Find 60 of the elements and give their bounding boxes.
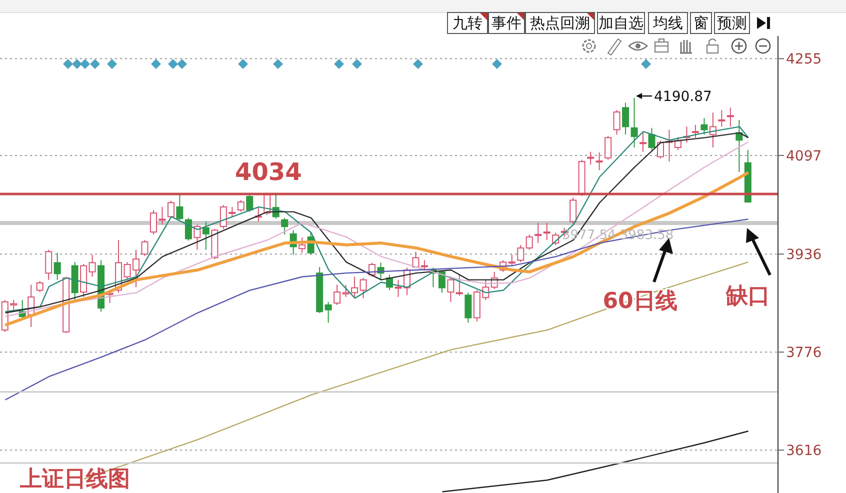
candlestick xyxy=(534,222,542,244)
candlestick xyxy=(176,194,184,220)
candlestick xyxy=(447,277,454,302)
y-tick-label: 3776 xyxy=(786,345,822,362)
text: 事件 xyxy=(488,12,525,34)
candlestick xyxy=(298,237,306,254)
candlestick xyxy=(517,244,524,263)
candlestick xyxy=(622,102,630,136)
candlestick xyxy=(640,132,647,152)
candlestick xyxy=(526,234,533,250)
annotation: 4190.87 xyxy=(654,89,712,105)
text: 均线 xyxy=(648,12,688,34)
candlestick xyxy=(141,239,148,256)
line-series xyxy=(4,218,749,400)
candlestick xyxy=(194,224,201,250)
candlestick xyxy=(570,197,577,225)
candlestick xyxy=(202,221,210,250)
candlestick xyxy=(281,217,288,235)
candlestick xyxy=(700,118,708,136)
candlestick xyxy=(726,107,734,128)
candlestick xyxy=(351,276,358,298)
text: 预测 xyxy=(714,12,750,34)
text: 热点回溯 xyxy=(525,12,595,34)
candlestick xyxy=(464,292,472,324)
candlestick xyxy=(45,249,52,280)
candlestick xyxy=(456,274,463,296)
candlestick xyxy=(604,135,612,160)
candlestick xyxy=(508,254,516,266)
y-tick-label: 4097 xyxy=(786,148,822,164)
candlestick xyxy=(587,151,594,166)
candlestick xyxy=(630,97,638,148)
candlestick xyxy=(596,152,603,171)
candlestick xyxy=(613,110,620,136)
candlestick xyxy=(88,254,96,278)
candlestick xyxy=(420,260,428,272)
candlestick xyxy=(394,279,402,298)
candlestick xyxy=(334,284,341,306)
ref-line-label: 4034 xyxy=(235,158,302,186)
candlestick xyxy=(360,277,367,299)
candlestick xyxy=(543,222,550,240)
y-tick-label: 3616 xyxy=(786,443,822,460)
text: 九转 xyxy=(447,12,488,34)
annotation: 缺口 xyxy=(725,284,770,309)
candlestick xyxy=(36,280,44,293)
text: 上证日线图 xyxy=(19,467,130,492)
candlestick xyxy=(167,200,174,220)
text: 加自选 xyxy=(597,12,645,34)
candlestick xyxy=(237,200,244,212)
candlestick xyxy=(648,127,656,150)
candlestick xyxy=(718,110,726,128)
candlestick xyxy=(54,252,61,280)
candlestick xyxy=(184,217,192,242)
y-tick-label: 4255 xyxy=(786,52,822,68)
line-series xyxy=(442,430,749,492)
candlestick xyxy=(656,140,664,160)
candlestick xyxy=(324,301,332,324)
text: 窗 xyxy=(690,12,712,34)
candlestick xyxy=(692,124,699,138)
y-tick-label: 3936 xyxy=(786,247,822,264)
candlestick xyxy=(342,284,350,298)
